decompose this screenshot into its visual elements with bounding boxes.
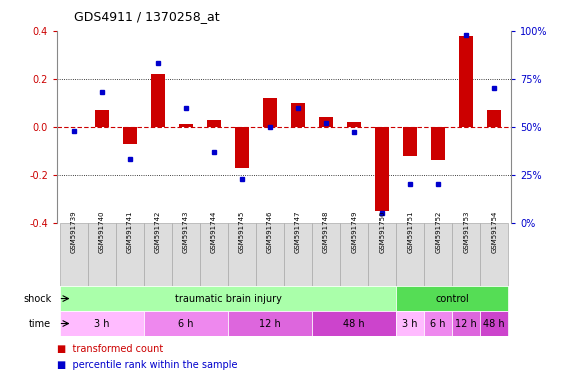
Text: 3 h: 3 h — [403, 318, 418, 329]
Text: GSM591751: GSM591751 — [407, 211, 413, 253]
Bar — [88, 223, 116, 286]
Bar — [403, 127, 417, 156]
Text: GSM591740: GSM591740 — [99, 211, 105, 253]
Bar — [431, 127, 445, 161]
Text: GSM591739: GSM591739 — [71, 210, 77, 253]
Text: GSM591744: GSM591744 — [211, 211, 217, 253]
Bar — [60, 311, 144, 336]
Bar — [424, 311, 452, 336]
Text: 6 h: 6 h — [431, 318, 446, 329]
Bar — [228, 223, 256, 286]
Text: 12 h: 12 h — [259, 318, 281, 329]
Bar — [200, 223, 228, 286]
Bar — [284, 223, 312, 286]
Bar — [459, 36, 473, 127]
Bar — [312, 223, 340, 286]
Text: GSM591742: GSM591742 — [155, 211, 161, 253]
Text: GDS4911 / 1370258_at: GDS4911 / 1370258_at — [74, 10, 220, 23]
Bar — [179, 124, 193, 127]
Text: ■  percentile rank within the sample: ■ percentile rank within the sample — [57, 360, 238, 370]
Text: GSM591748: GSM591748 — [323, 211, 329, 253]
Bar — [95, 110, 109, 127]
Bar — [319, 117, 333, 127]
Bar — [452, 311, 480, 336]
Bar — [235, 127, 249, 167]
Bar — [340, 223, 368, 286]
Text: time: time — [29, 318, 51, 329]
Text: GSM591747: GSM591747 — [295, 211, 301, 253]
Text: GSM591754: GSM591754 — [491, 211, 497, 253]
Text: control: control — [435, 293, 469, 304]
Text: shock: shock — [23, 293, 51, 304]
Bar — [116, 223, 144, 286]
Bar — [256, 223, 284, 286]
Text: ■  transformed count: ■ transformed count — [57, 344, 163, 354]
Bar — [151, 74, 165, 127]
Text: 12 h: 12 h — [455, 318, 477, 329]
Bar — [396, 311, 424, 336]
Text: GSM591741: GSM591741 — [127, 211, 133, 253]
Text: 3 h: 3 h — [94, 318, 110, 329]
Bar — [291, 103, 305, 127]
Text: GSM591743: GSM591743 — [183, 211, 189, 253]
Text: GSM591750: GSM591750 — [379, 211, 385, 253]
Text: GSM591749: GSM591749 — [351, 211, 357, 253]
Bar — [312, 311, 396, 336]
Bar — [452, 223, 480, 286]
Text: GSM591752: GSM591752 — [435, 211, 441, 253]
Bar — [172, 223, 200, 286]
Bar — [228, 311, 312, 336]
Bar — [207, 119, 221, 127]
Bar — [347, 122, 361, 127]
Bar — [368, 223, 396, 286]
Bar — [396, 286, 508, 311]
Bar — [480, 223, 508, 286]
Text: 6 h: 6 h — [178, 318, 194, 329]
Text: 48 h: 48 h — [343, 318, 365, 329]
Text: GSM591745: GSM591745 — [239, 211, 245, 253]
Text: GSM591746: GSM591746 — [267, 211, 273, 253]
Bar — [263, 98, 277, 127]
Bar — [144, 311, 228, 336]
Text: traumatic brain injury: traumatic brain injury — [175, 293, 282, 304]
Bar — [396, 223, 424, 286]
Bar — [123, 127, 137, 144]
Bar — [424, 223, 452, 286]
Bar — [60, 286, 396, 311]
Text: 48 h: 48 h — [484, 318, 505, 329]
Bar — [60, 223, 88, 286]
Bar — [480, 311, 508, 336]
Bar — [375, 127, 389, 211]
Bar — [487, 110, 501, 127]
Text: GSM591753: GSM591753 — [463, 211, 469, 253]
Bar — [144, 223, 172, 286]
